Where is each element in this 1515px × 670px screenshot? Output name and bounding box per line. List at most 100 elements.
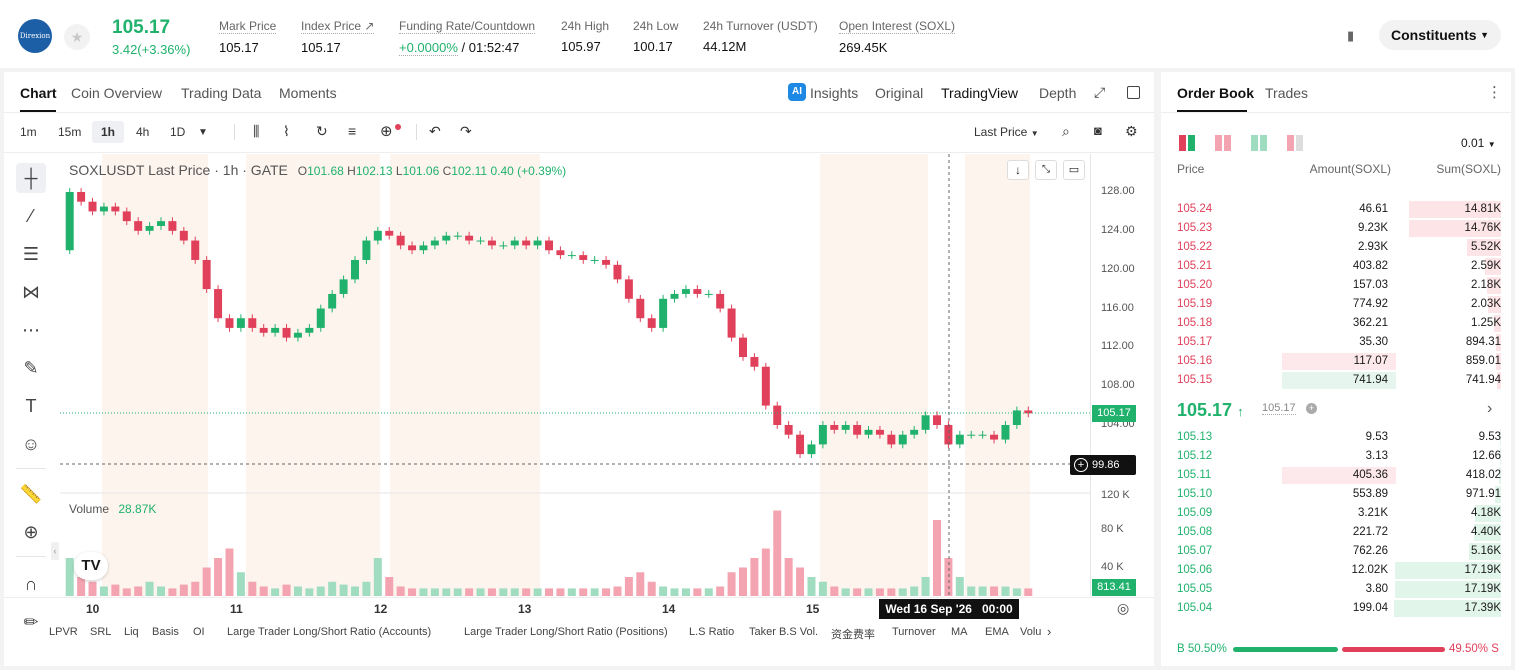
price-tick: 108.00 <box>1101 379 1135 392</box>
pattern-tool-icon[interactable]: ⋈ <box>22 282 40 302</box>
book-icon[interactable]: ▮ <box>1347 28 1355 43</box>
crosshair-tool-icon[interactable]: ┼ <box>16 163 46 193</box>
fib-tool-icon[interactable]: ⋯ <box>22 320 40 340</box>
tab-order-book[interactable]: Order Book <box>1177 85 1255 101</box>
constituents-button[interactable]: Constituents ▼ <box>1379 20 1501 50</box>
indicator-toggle[interactable]: MA <box>951 626 968 638</box>
bid-row[interactable]: 105.10 553.89 971.91 <box>1161 485 1511 504</box>
collapse-toolbar-icon[interactable]: ‹ <box>51 542 59 560</box>
ask-row[interactable]: 105.22 2.93K 5.52K <box>1161 238 1511 257</box>
timeframe-dropdown-icon[interactable]: ▼ <box>198 127 208 138</box>
settings-gear-icon[interactable]: ⚙ <box>1125 123 1138 139</box>
text-tool-icon[interactable]: T <box>25 396 37 416</box>
last-price-selector[interactable]: Last Price ▼ <box>974 125 1039 139</box>
add-alert-icon[interactable]: + <box>1074 458 1088 473</box>
pencil-tool-icon[interactable]: ✏ <box>23 612 39 632</box>
timeframe-1d[interactable]: 1D <box>170 125 186 139</box>
indicator-toggle[interactable]: Large Trader Long/Short Ratio (Accounts) <box>227 626 432 638</box>
view-depth[interactable]: Depth <box>1039 85 1077 101</box>
precision-selector[interactable]: 0.01 ▼ <box>1461 136 1496 150</box>
tab-moments[interactable]: Moments <box>279 85 337 101</box>
indicators-icon[interactable]: ⌇ <box>283 123 290 139</box>
ask-row[interactable]: 105.19 774.92 2.03K <box>1161 295 1511 314</box>
view-mixed-icon[interactable] <box>1287 135 1303 151</box>
ruler-tool-icon[interactable]: 📏 <box>19 484 43 504</box>
timeframe-15m[interactable]: 15m <box>58 125 82 139</box>
ask-row[interactable]: 105.24 46.61 14.81K <box>1161 200 1511 219</box>
compare-icon[interactable]: ↻ <box>316 123 328 139</box>
bid-row[interactable]: 105.05 3.80 17.19K <box>1161 580 1511 599</box>
view-insights[interactable]: Insights <box>810 85 859 101</box>
time-axis-settings-icon[interactable]: ◎ <box>1117 600 1130 616</box>
mid-price[interactable]: 105.17 ↑ <box>1177 400 1244 421</box>
bid-row[interactable]: 105.07 762.26 5.16K <box>1161 542 1511 561</box>
indicator-toggle[interactable]: SRL <box>90 626 112 638</box>
indicator-toggle[interactable]: Taker B.S Vol. <box>749 626 819 638</box>
tab-coin-overview[interactable]: Coin Overview <box>71 85 163 101</box>
indicator-toggle[interactable]: Basis <box>152 626 179 638</box>
fullscreen-icon[interactable]: ⤢ <box>1094 84 1106 100</box>
price-axis[interactable]: 128.00 124.00 120.00 116.00 112.00 108.00 104.… <box>1091 154 1151 596</box>
emoji-tool-icon[interactable]: ☺ <box>21 434 41 454</box>
stat-index-price[interactable]: Index Price ↗ 105.17 <box>301 19 375 55</box>
candle-type-icon[interactable]: ⫼ <box>253 123 260 139</box>
brush-tool-icon[interactable]: ✎ <box>23 358 39 378</box>
add-indicator-icon[interactable]: ⊕ <box>380 123 393 140</box>
indicators-scroll-right-icon[interactable]: › <box>1047 624 1052 639</box>
bid-row[interactable]: 105.09 3.21K 4.18K <box>1161 504 1511 523</box>
indicator-toggle[interactable]: OI <box>193 626 205 638</box>
magnet-tool-icon[interactable]: ∩ <box>24 574 38 594</box>
favorite-star-icon[interactable]: ★ <box>64 24 90 50</box>
candle <box>739 337 747 358</box>
info-icon[interactable]: + <box>1306 403 1317 414</box>
candlestick-plot[interactable] <box>60 154 1090 596</box>
layout-square-icon[interactable] <box>1127 86 1140 99</box>
tab-trades[interactable]: Trades <box>1265 85 1309 101</box>
collapse-icon[interactable]: ⤡ <box>1035 160 1057 180</box>
view-both-icon[interactable] <box>1179 135 1195 151</box>
indicator-toggle[interactable]: Volu <box>1020 626 1042 638</box>
view-asks-icon[interactable] <box>1215 135 1231 151</box>
view-tradingview[interactable]: TradingView <box>941 85 1019 101</box>
indicator-toggle[interactable]: 资金费率 <box>831 629 875 641</box>
ask-row[interactable]: 105.20 157.03 2.18K <box>1161 276 1511 295</box>
view-bids-icon[interactable] <box>1251 135 1267 151</box>
timeframe-1m[interactable]: 1m <box>20 125 37 139</box>
timeframe-4h[interactable]: 4h <box>136 125 150 139</box>
scroll-down-icon[interactable]: ↓ <box>1007 160 1029 180</box>
trend-line-tool-icon[interactable]: ⁄ <box>29 206 33 226</box>
bid-row[interactable]: 105.06 12.02K 17.19K <box>1161 561 1511 580</box>
maximize-icon[interactable]: ▭ <box>1063 160 1085 180</box>
zoom-in-tool-icon[interactable]: ⊕ <box>23 522 39 542</box>
redo-icon[interactable]: ↷ <box>460 123 472 139</box>
bid-row[interactable]: 105.04 199.04 17.39K <box>1161 599 1511 618</box>
view-original[interactable]: Original <box>875 85 924 101</box>
ask-row[interactable]: 105.23 9.23K 14.76K <box>1161 219 1511 238</box>
tradingview-logo-icon[interactable]: TV <box>74 552 108 580</box>
chevron-right-icon[interactable]: › <box>1487 400 1493 417</box>
indicator-toggle[interactable]: LPVR <box>49 626 78 638</box>
indicator-toggle[interactable]: Large Trader Long/Short Ratio (Positions… <box>464 626 668 638</box>
ask-row[interactable]: 105.16 117.07 859.01 <box>1161 352 1511 371</box>
indicator-toggle[interactable]: EMA <box>985 626 1009 638</box>
tab-trading-data[interactable]: Trading Data <box>181 85 262 101</box>
bid-row[interactable]: 105.13 9.53 9.53 <box>1161 428 1511 447</box>
timeframe-1h[interactable]: 1h <box>92 121 125 143</box>
indicator-toggle[interactable]: Liq <box>124 626 139 638</box>
more-options-icon[interactable]: ⋮ <box>1487 84 1502 101</box>
ask-row[interactable]: 105.15 741.94 741.94 <box>1161 371 1511 390</box>
indicator-toggle[interactable]: L.S Ratio <box>689 626 735 638</box>
template-icon[interactable]: ≡ <box>348 123 357 139</box>
tab-chart[interactable]: Chart <box>20 85 57 101</box>
bid-row[interactable]: 105.12 3.13 12.66 <box>1161 447 1511 466</box>
ask-row[interactable]: 105.21 403.82 2.59K <box>1161 257 1511 276</box>
horizontal-lines-tool-icon[interactable]: ☰ <box>22 244 40 264</box>
indicator-toggle[interactable]: Turnover <box>892 626 936 638</box>
undo-icon[interactable]: ↶ <box>429 123 441 139</box>
ask-row[interactable]: 105.17 35.30 894.31 <box>1161 333 1511 352</box>
bid-row[interactable]: 105.08 221.72 4.40K <box>1161 523 1511 542</box>
ask-row[interactable]: 105.18 362.21 1.25K <box>1161 314 1511 333</box>
camera-icon[interactable]: ◙ <box>1094 123 1102 138</box>
search-icon[interactable]: ⌕ <box>1062 123 1070 139</box>
bid-row[interactable]: 105.11 405.36 418.02 <box>1161 466 1511 485</box>
